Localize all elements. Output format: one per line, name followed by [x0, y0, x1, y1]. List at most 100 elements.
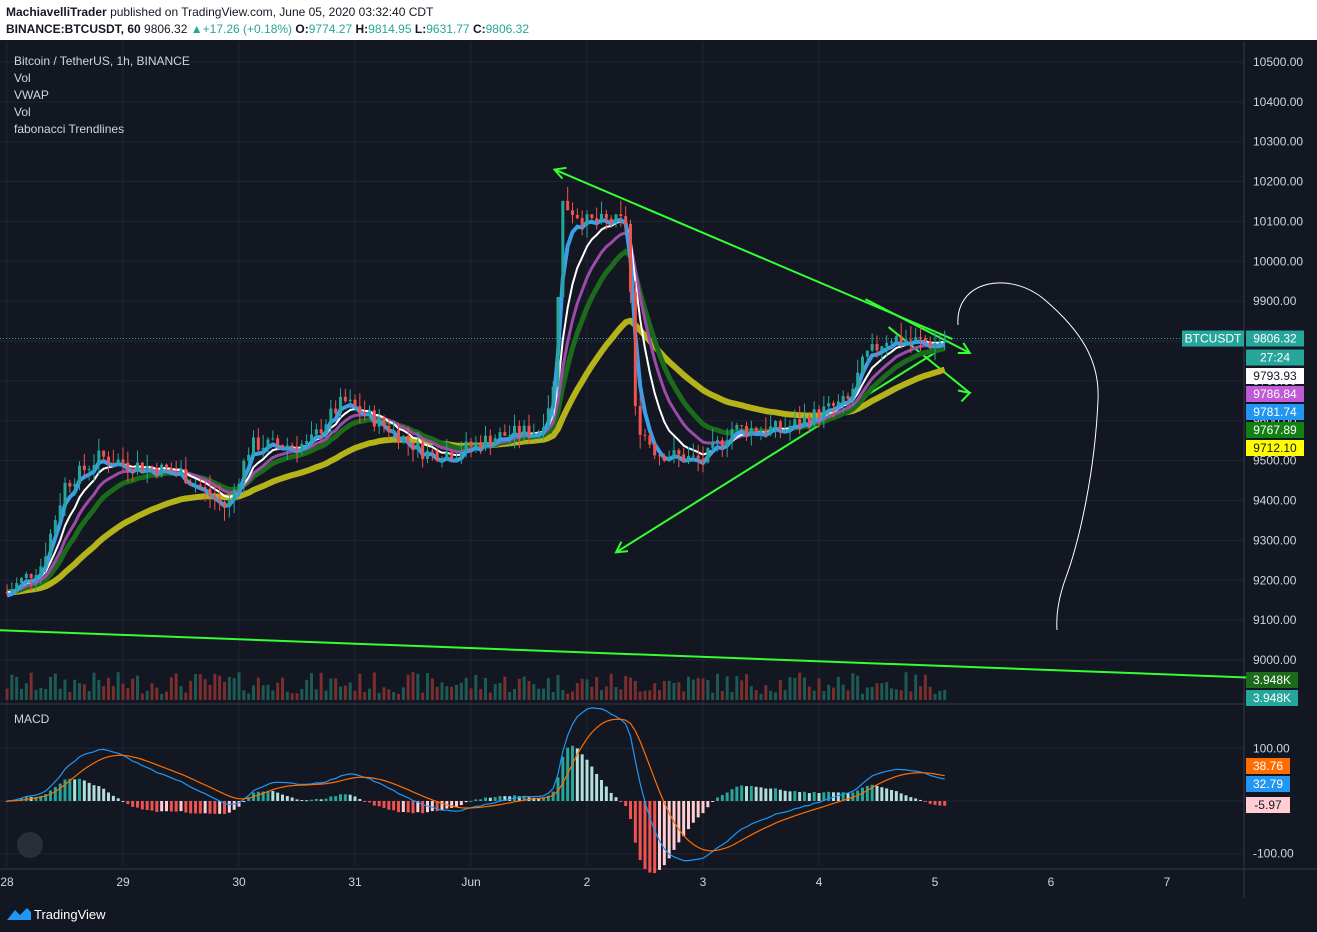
- candle-body: [440, 459, 444, 461]
- macd-histogram-bar: [184, 801, 188, 813]
- macd-histogram-bar: [754, 786, 758, 801]
- macd-histogram-bar: [575, 748, 579, 801]
- legend-symbol[interactable]: Bitcoin / TetherUS, 1h, BINANCE: [14, 54, 190, 68]
- candle-body: [44, 556, 48, 567]
- macd-histogram-bar: [542, 798, 545, 801]
- candle-body: [281, 444, 284, 448]
- macd-histogram-bar: [368, 801, 371, 803]
- volume-bar: [87, 691, 91, 700]
- volume-bar: [387, 689, 391, 700]
- legend-vol-2[interactable]: Vol: [14, 105, 31, 119]
- volume-bar: [44, 688, 48, 700]
- macd-histogram-bar: [334, 796, 338, 801]
- legend-trendlines[interactable]: fabonacci Trendlines: [14, 122, 125, 136]
- candle-body: [783, 429, 787, 431]
- volume-tag-bg: [1246, 690, 1298, 706]
- legend-vwap[interactable]: VWAP: [14, 88, 49, 102]
- y-tick-label: 9400.00: [1253, 494, 1297, 508]
- volume-bar: [880, 683, 884, 700]
- volume-bar: [406, 674, 410, 700]
- candle-body: [711, 442, 715, 448]
- volume-bar: [24, 683, 28, 700]
- macd-y-tick-label: 100.00: [1253, 741, 1290, 755]
- volume-bar: [904, 672, 908, 700]
- candle-body: [778, 421, 782, 431]
- candle-body: [614, 214, 618, 224]
- volume-bar: [310, 673, 313, 700]
- macd-histogram-bar: [266, 790, 270, 801]
- candle-body: [140, 462, 144, 472]
- volume-bar: [247, 693, 251, 700]
- candle-body: [97, 450, 101, 465]
- volume-bar: [445, 686, 449, 700]
- volume-bar: [609, 673, 613, 700]
- indicator-tag-bg: [1246, 368, 1304, 384]
- candle-body: [827, 403, 831, 407]
- legend-vol[interactable]: Vol: [14, 71, 31, 85]
- candle-body: [571, 210, 574, 215]
- volume-bar: [735, 676, 739, 700]
- volume-bar: [97, 679, 101, 700]
- macd-histogram-bar: [479, 799, 483, 801]
- candle-body: [817, 409, 821, 419]
- candle-body: [310, 434, 313, 441]
- candle-body: [68, 482, 72, 487]
- candle-body: [532, 432, 536, 437]
- macd-histogram-bar: [836, 792, 840, 801]
- macd-histogram-bar: [846, 792, 850, 801]
- x-tick-label: 29: [116, 875, 130, 889]
- candle-body: [15, 583, 19, 590]
- candle-body: [24, 573, 28, 579]
- macd-histogram-bar: [653, 801, 657, 874]
- grid: [0, 42, 1317, 898]
- volume-bar: [266, 684, 270, 700]
- candles: [5, 186, 947, 594]
- candle-body: [585, 214, 589, 226]
- macd-histogram-bar: [169, 801, 173, 812]
- volume-bar: [527, 681, 531, 700]
- price-chart[interactable]: 10500.00 10400.00 10300.00 10200.00 10100.00…: [0, 40, 1317, 898]
- volume-bar: [909, 691, 913, 700]
- candle-body: [416, 442, 420, 451]
- candle-body: [561, 200, 565, 298]
- macd-histogram-bar: [890, 789, 893, 801]
- candle-body: [382, 417, 386, 426]
- candle-body: [276, 438, 280, 445]
- candle-body: [904, 339, 908, 343]
- macd-histogram-bar: [107, 792, 110, 801]
- candle-body: [508, 435, 512, 437]
- volume-bar: [339, 686, 342, 700]
- macd-histogram-bar: [140, 801, 144, 810]
- volume-bar: [730, 691, 734, 700]
- macd-histogram-bar: [78, 778, 81, 801]
- macd-histogram-bar: [662, 801, 666, 866]
- candle-body: [493, 438, 497, 445]
- volume-bar: [78, 683, 81, 700]
- tradingview-brand[interactable]: TradingView: [34, 907, 106, 922]
- macd-histogram-bar: [237, 801, 241, 807]
- candle-body: [662, 455, 666, 461]
- candle-body: [788, 425, 792, 430]
- volume-bar: [305, 680, 309, 700]
- candle-body: [807, 416, 811, 425]
- macd-histogram-bar: [319, 799, 323, 801]
- candle-body: [343, 396, 347, 402]
- volume-bar: [740, 680, 744, 700]
- volume-bar: [256, 677, 260, 700]
- volume-bar: [348, 682, 352, 700]
- macd-histogram-bar: [363, 801, 367, 802]
- volume-bar: [807, 686, 811, 700]
- macd-histogram-bar: [232, 801, 236, 810]
- volume-bar: [827, 684, 831, 700]
- candle-body: [387, 425, 391, 433]
- macd-label[interactable]: MACD: [14, 712, 50, 726]
- author-name[interactable]: MachiavelliTrader: [6, 5, 107, 19]
- volume-bar: [720, 691, 724, 700]
- candle-body: [923, 338, 927, 342]
- candle-body: [546, 408, 550, 428]
- macd-histogram-bar: [397, 801, 400, 813]
- x-tick-label: 2: [584, 875, 591, 889]
- volume-bar: [580, 678, 584, 700]
- candle-body: [184, 469, 188, 484]
- volume-bar: [416, 673, 420, 700]
